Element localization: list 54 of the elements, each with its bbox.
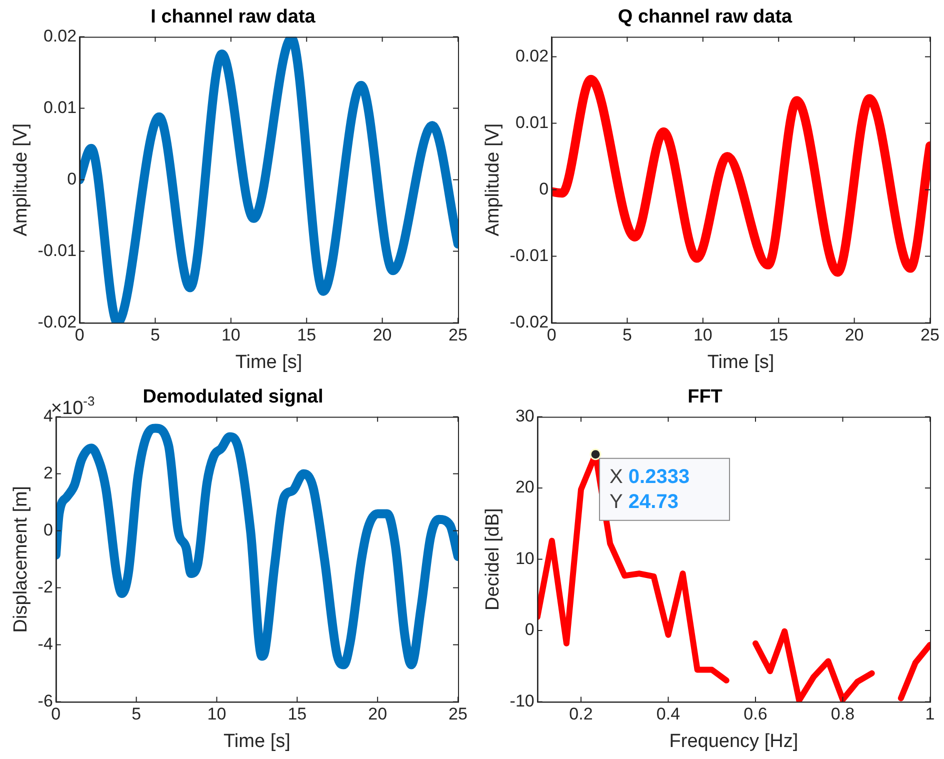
x-tick-label: 10 [207,704,226,724]
x-tick-label: 20 [372,326,392,345]
y-tick-label: 0 [43,520,53,540]
x-tick-label: 0.4 [656,704,680,724]
y-tick-label: 0.01 [43,98,77,117]
y-tick-label: 10 [515,548,534,568]
x-tick-label: 20 [844,326,864,345]
y-tick-label: -0.01 [510,246,549,265]
x-tick-label: 5 [622,326,632,345]
x-tick-label: 15 [769,326,788,345]
x-axis-title: Time [s] [235,352,302,373]
y-tick-label: -6 [38,691,53,710]
x-tick-label: 5 [132,704,142,724]
x-tick-label: 1 [925,704,935,724]
y-axis-title: Displacement [m] [10,486,32,633]
y-axis-title: Amplitude [V] [482,123,504,236]
annotation: X 0.2333 Y 24.73 [610,466,690,513]
y-tick-label: -0.02 [510,312,549,332]
x-tick-label: 5 [150,326,160,345]
y-tick-label: -2 [38,577,53,596]
x-tick-label: 20 [368,704,388,724]
x-tick-label: 15 [288,704,307,724]
y-tick-label: 20 [515,478,534,497]
x-tick-label: 25 [920,326,940,345]
y-tick-label: 0.01 [515,112,549,132]
y-tick-label: 4 [43,406,53,426]
y-tick-label: -4 [38,634,53,654]
y-axis-title: Amplitude [V] [10,123,32,236]
y-tick-label: -0.01 [38,240,77,260]
x-tick-label: 0.2 [569,704,593,724]
y-tick-label: 0.02 [515,46,549,66]
x-tick-label: 10 [221,326,240,345]
x-tick-label: 25 [448,704,468,724]
x-axis-title: Frequency [Hz] [669,730,798,752]
chart-title: FFT [688,386,723,408]
y-tick-label: 2 [43,463,53,482]
y-tick-label: 0 [524,620,534,640]
x-axis-title: Time [s] [707,352,774,373]
x-tick-label: 15 [297,326,316,345]
y-axis-title: Decidel [dB] [482,508,504,611]
x-tick-label: 0.6 [744,704,768,724]
y-tick-label: 0 [539,179,549,198]
y-tick-label: -0.02 [38,312,77,332]
chart-title: Q channel raw data [618,6,793,28]
y-tick-label: 0 [67,169,77,188]
x-tick-label: 25 [448,326,468,345]
chart-title: Demodulated signal [142,386,324,408]
x-tick-label: 10 [693,326,712,345]
x-axis-title: Time [s] [224,730,290,752]
chart-title: I channel raw data [150,6,316,28]
x-tick-label: 0.8 [830,704,855,724]
y-tick-label: 30 [515,406,534,426]
y-tick-label: -10 [510,691,534,710]
y-tick-label: 0.02 [43,26,77,46]
